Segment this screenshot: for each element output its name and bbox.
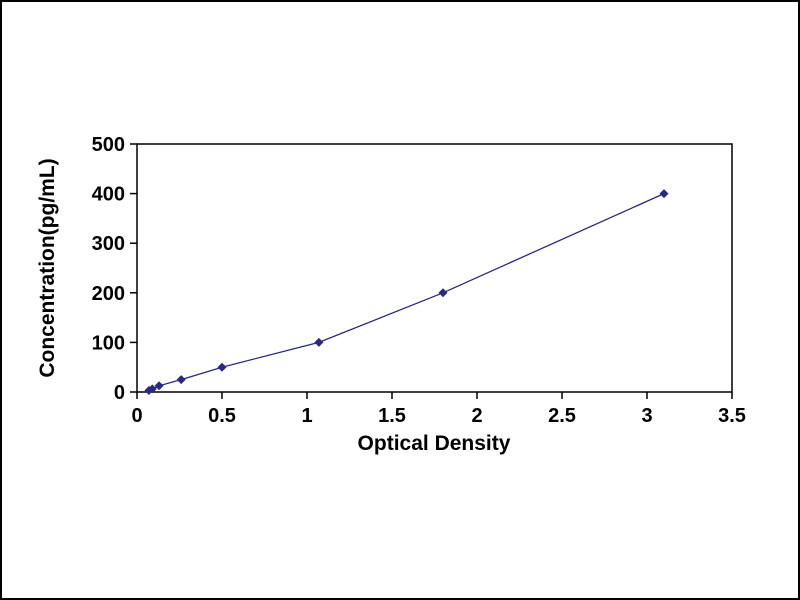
data-point-marker — [217, 362, 227, 372]
plot-border — [136, 143, 733, 393]
x-tick-label: 0 — [131, 405, 142, 427]
data-point-marker — [659, 189, 669, 199]
data-point-marker — [154, 381, 164, 391]
x-tick-label: 3 — [641, 405, 652, 427]
y-tick-label: 300 — [92, 233, 125, 255]
x-axis-title: Optical Density — [358, 432, 511, 455]
data-point-marker — [314, 337, 324, 347]
data-point-marker — [438, 288, 448, 298]
x-tick-label: 0.5 — [208, 405, 236, 427]
y-tick-label: 100 — [92, 332, 125, 354]
y-tick-label: 0 — [114, 382, 125, 404]
chart-generated-layer: 0 0.5 1 1.5 2 2.5 3 3.5 0 100 200 300 400 500 — [92, 134, 746, 427]
y-tick-label: 500 — [92, 134, 125, 156]
x-tick-label: 2 — [471, 405, 482, 427]
series-line — [148, 193, 665, 392]
x-tick-label: 1.5 — [378, 405, 406, 427]
data-point-marker — [176, 375, 186, 385]
x-tick-label: 3.5 — [718, 405, 746, 427]
y-tick-label: 400 — [92, 184, 125, 206]
y-tick-label: 200 — [92, 283, 125, 305]
y-axis-title: Concentration(pg/mL) — [36, 158, 59, 377]
x-tick-label: 1 — [301, 405, 312, 427]
x-tick-label: 2.5 — [548, 405, 576, 427]
data-point-marker — [147, 384, 157, 394]
